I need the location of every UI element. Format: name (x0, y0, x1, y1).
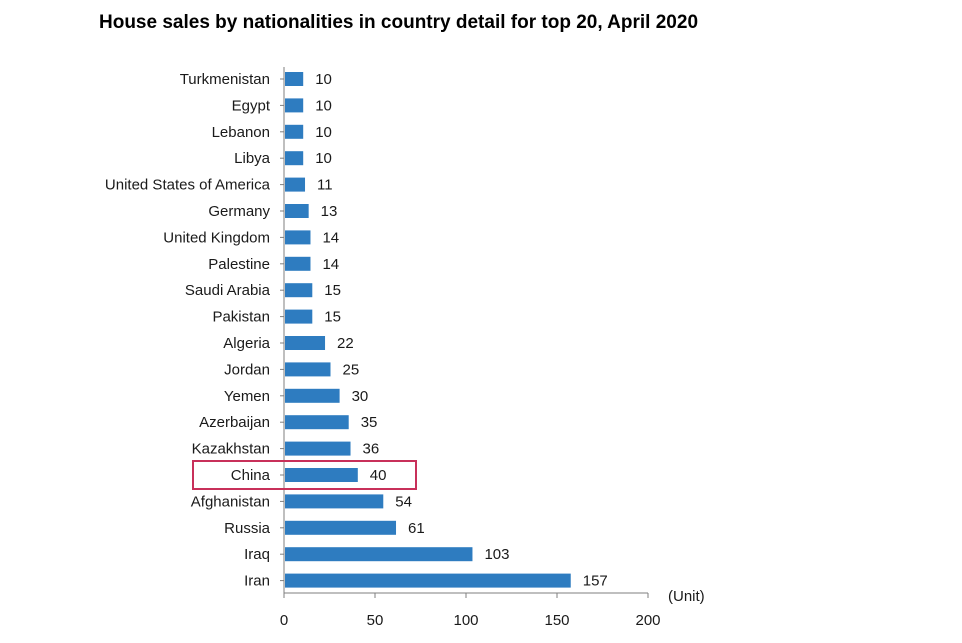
data-label: 11 (317, 177, 333, 194)
bar (285, 230, 311, 245)
category-label: Palestine (208, 256, 270, 273)
category-label: United States of America (105, 177, 271, 194)
category-label: Russia (224, 520, 271, 537)
bar (285, 283, 313, 298)
category-label: Lebanon (212, 124, 270, 141)
category-label: Pakistan (212, 309, 270, 326)
bar (285, 124, 304, 139)
labels-layer: Turkmenistan 10 Egypt 10 Lebanon 10 Libya 10 Uni… (105, 71, 608, 590)
data-label: 14 (322, 256, 339, 273)
data-label: 157 (583, 573, 608, 590)
bar (285, 415, 349, 430)
data-label: 61 (408, 520, 425, 537)
x-tick-label: 0 (280, 612, 288, 629)
bar (285, 494, 384, 509)
highlight-box (192, 460, 417, 490)
category-label: Egypt (232, 97, 271, 114)
bar (285, 256, 311, 271)
data-label: 15 (324, 282, 341, 299)
data-label: 22 (337, 335, 354, 352)
data-label: 13 (321, 203, 338, 220)
data-label: 35 (361, 414, 378, 431)
bar (285, 362, 331, 377)
category-label: Kazakhstan (192, 441, 270, 458)
data-label: 25 (343, 361, 360, 378)
x-axis: 0 50 100 150 200 (280, 67, 661, 629)
bar (285, 98, 304, 113)
category-label: Afghanistan (191, 493, 270, 510)
data-label: 10 (315, 97, 332, 114)
category-label: United Kingdom (163, 229, 270, 246)
category-label: Iran (244, 573, 270, 590)
bar (285, 151, 304, 166)
bar (285, 441, 351, 456)
data-label: 10 (315, 71, 332, 88)
bar (285, 547, 473, 562)
x-tick-label: 200 (635, 612, 660, 629)
category-label: Yemen (224, 388, 270, 405)
bar (285, 520, 397, 535)
bar (285, 309, 313, 324)
x-tick-label: 50 (367, 612, 384, 629)
category-label: China (231, 467, 271, 484)
data-label: 36 (363, 441, 380, 458)
bar (285, 388, 340, 403)
bar (285, 204, 309, 218)
bar (285, 573, 571, 588)
x-tick-label: 150 (544, 612, 569, 629)
bar (285, 72, 304, 86)
data-label: 14 (322, 229, 339, 246)
bars-layer (285, 72, 571, 588)
data-label: 30 (352, 388, 369, 405)
category-label: Algeria (223, 335, 270, 352)
category-label: Libya (234, 150, 271, 167)
category-label: Azerbaijan (199, 414, 270, 431)
data-label: 103 (484, 546, 509, 563)
data-label: 15 (324, 309, 341, 326)
bar (285, 336, 326, 350)
x-tick-label: 100 (453, 612, 478, 629)
category-label: Turkmenistan (180, 71, 270, 88)
category-label: Jordan (224, 361, 270, 378)
chart-title: House sales by nationalities in country … (99, 12, 699, 33)
data-label: 40 (370, 467, 387, 484)
bar (285, 468, 358, 482)
data-label: 10 (315, 124, 332, 141)
category-label: Saudi Arabia (185, 282, 271, 299)
bar (285, 177, 306, 192)
data-label: 10 (315, 150, 332, 167)
unit-label: (Unit) (668, 588, 705, 605)
data-label: 54 (395, 493, 412, 510)
category-label: Iraq (244, 546, 270, 563)
category-label: Germany (208, 203, 270, 220)
